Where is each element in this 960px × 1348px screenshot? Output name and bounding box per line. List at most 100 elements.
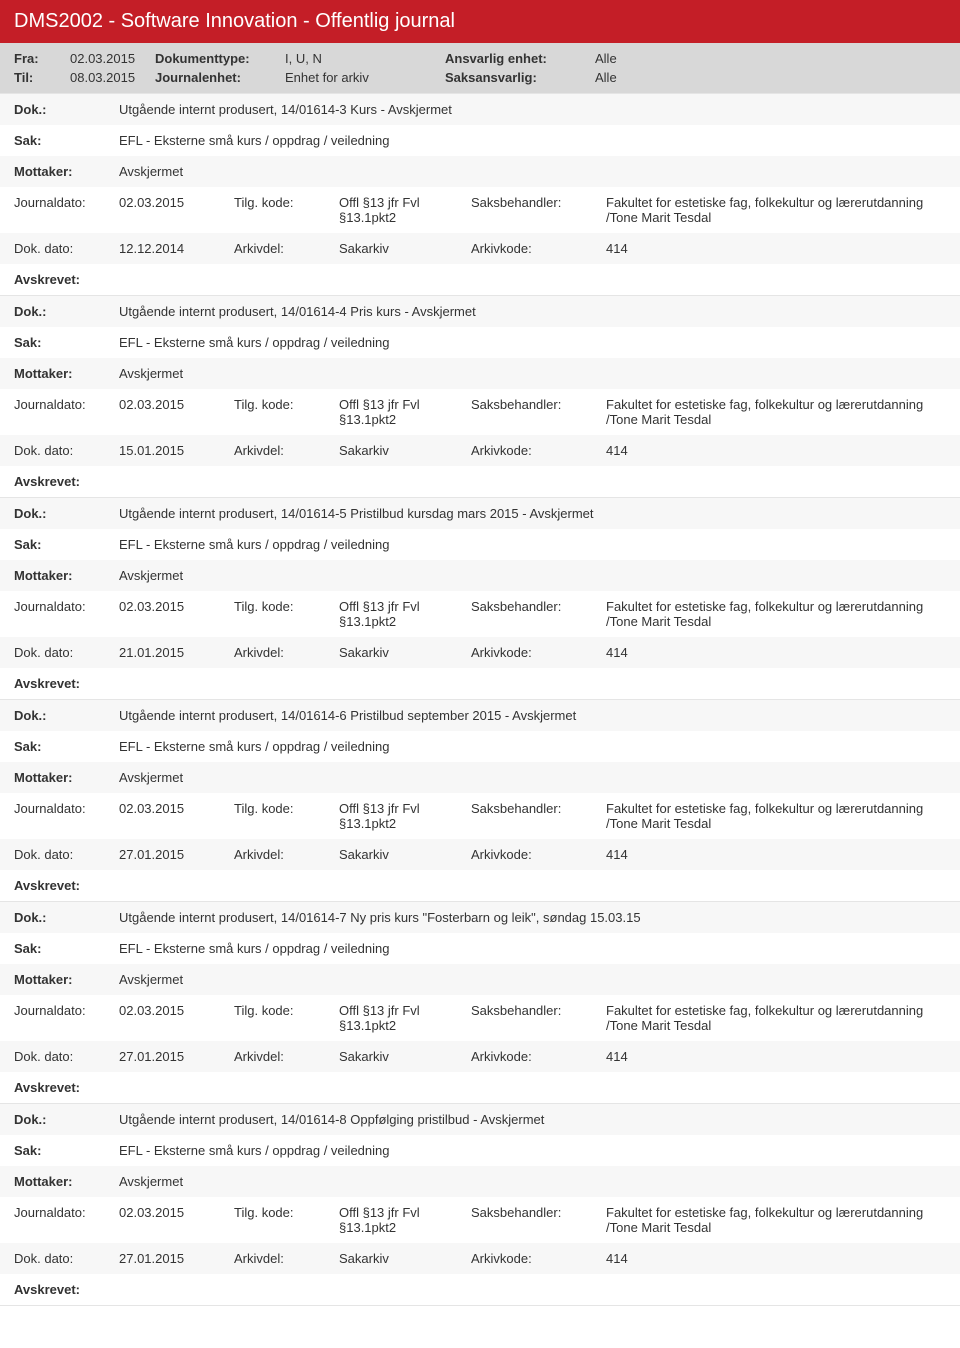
- saksbehandler-value: Fakultet for estetiske fag, folkekultur …: [606, 1003, 946, 1033]
- arkivkode-value: 414: [606, 1049, 946, 1064]
- arkivdel-value: Sakarkiv: [339, 847, 471, 862]
- journaldato-label: Journaldato:: [14, 599, 119, 614]
- dokdato-label: Dok. dato:: [14, 443, 119, 458]
- arkivkode-label: Arkivkode:: [471, 847, 606, 862]
- journaldato-value: 02.03.2015: [119, 801, 234, 816]
- journaldato-value: 02.03.2015: [119, 599, 234, 614]
- arkivdel-value: Sakarkiv: [339, 443, 471, 458]
- arkivdel-value: Sakarkiv: [339, 1251, 471, 1266]
- dokdato-label: Dok. dato:: [14, 1251, 119, 1266]
- arkivkode-label: Arkivkode:: [471, 443, 606, 458]
- journalenhet-label: Journalenhet:: [155, 70, 285, 85]
- dok-value: Utgående internt produsert, 14/01614-6 P…: [119, 708, 576, 723]
- mottaker-label: Mottaker:: [14, 366, 119, 381]
- journaldato-label: Journaldato:: [14, 1205, 119, 1220]
- saksbehandler-label: Saksbehandler:: [471, 599, 606, 614]
- saksbehandler-label: Saksbehandler:: [471, 801, 606, 816]
- tilgkode-label: Tilg. kode:: [234, 801, 339, 816]
- saksbehandler-label: Saksbehandler:: [471, 1003, 606, 1018]
- mottaker-label: Mottaker:: [14, 568, 119, 583]
- dokdato-value: 21.01.2015: [119, 645, 234, 660]
- sak-value: EFL - Eksterne små kurs / oppdrag / veil…: [119, 335, 389, 350]
- sak-value: EFL - Eksterne små kurs / oppdrag / veil…: [119, 133, 389, 148]
- avskrevet-label: Avskrevet:: [14, 676, 119, 691]
- dok-value: Utgående internt produsert, 14/01614-4 P…: [119, 304, 476, 319]
- mottaker-label: Mottaker:: [14, 770, 119, 785]
- saksbehandler-value: Fakultet for estetiske fag, folkekultur …: [606, 801, 946, 831]
- mottaker-label: Mottaker:: [14, 164, 119, 179]
- mottaker-label: Mottaker:: [14, 1174, 119, 1189]
- sak-label: Sak:: [14, 335, 119, 350]
- arkivdel-label: Arkivdel:: [234, 443, 339, 458]
- doktype-label: Dokumenttype:: [155, 51, 285, 66]
- journal-entry: Dok.: Utgående internt produsert, 14/016…: [0, 699, 960, 901]
- journaldato-label: Journaldato:: [14, 801, 119, 816]
- dokdato-value: 27.01.2015: [119, 1251, 234, 1266]
- dokdato-value: 27.01.2015: [119, 1049, 234, 1064]
- saksbehandler-value: Fakultet for estetiske fag, folkekultur …: [606, 195, 946, 225]
- til-label: Til:: [14, 70, 70, 85]
- saksbehandler-value: Fakultet for estetiske fag, folkekultur …: [606, 599, 946, 629]
- arkivkode-value: 414: [606, 241, 946, 256]
- dokdato-label: Dok. dato:: [14, 847, 119, 862]
- report-title: DMS2002 - Software Innovation - Offentli…: [0, 0, 960, 43]
- dok-value: Utgående internt produsert, 14/01614-3 K…: [119, 102, 452, 117]
- sak-label: Sak:: [14, 537, 119, 552]
- filter-panel: Fra: 02.03.2015 Dokumenttype: I, U, N An…: [0, 43, 960, 93]
- dok-label: Dok.:: [14, 102, 119, 117]
- sak-value: EFL - Eksterne små kurs / oppdrag / veil…: [119, 941, 389, 956]
- sak-value: EFL - Eksterne små kurs / oppdrag / veil…: [119, 739, 389, 754]
- dok-label: Dok.:: [14, 304, 119, 319]
- saksbehandler-label: Saksbehandler:: [471, 1205, 606, 1220]
- tilgkode-label: Tilg. kode:: [234, 599, 339, 614]
- tilgkode-value: Offl §13 jfr Fvl §13.1pkt2: [339, 1003, 471, 1033]
- journaldato-label: Journaldato:: [14, 1003, 119, 1018]
- dok-label: Dok.:: [14, 910, 119, 925]
- tilgkode-label: Tilg. kode:: [234, 195, 339, 210]
- dokdato-value: 12.12.2014: [119, 241, 234, 256]
- arkivkode-value: 414: [606, 443, 946, 458]
- journaldato-label: Journaldato:: [14, 195, 119, 210]
- journaldato-value: 02.03.2015: [119, 195, 234, 210]
- fra-value: 02.03.2015: [70, 51, 155, 66]
- saksansvarlig-label: Saksansvarlig:: [445, 70, 595, 85]
- mottaker-value: Avskjermet: [119, 164, 183, 179]
- dokdato-label: Dok. dato:: [14, 1049, 119, 1064]
- mottaker-value: Avskjermet: [119, 770, 183, 785]
- mottaker-value: Avskjermet: [119, 366, 183, 381]
- avskrevet-label: Avskrevet:: [14, 474, 119, 489]
- sak-label: Sak:: [14, 941, 119, 956]
- arkivkode-label: Arkivkode:: [471, 645, 606, 660]
- sak-label: Sak:: [14, 133, 119, 148]
- sak-value: EFL - Eksterne små kurs / oppdrag / veil…: [119, 537, 389, 552]
- journaldato-label: Journaldato:: [14, 397, 119, 412]
- fra-label: Fra:: [14, 51, 70, 66]
- avskrevet-label: Avskrevet:: [14, 878, 119, 893]
- dok-value: Utgående internt produsert, 14/01614-7 N…: [119, 910, 641, 925]
- saksbehandler-label: Saksbehandler:: [471, 195, 606, 210]
- mottaker-value: Avskjermet: [119, 568, 183, 583]
- dokdato-label: Dok. dato:: [14, 241, 119, 256]
- til-value: 08.03.2015: [70, 70, 155, 85]
- journal-entry: Dok.: Utgående internt produsert, 14/016…: [0, 497, 960, 699]
- tilgkode-value: Offl §13 jfr Fvl §13.1pkt2: [339, 195, 471, 225]
- arkivkode-value: 414: [606, 645, 946, 660]
- ansvarlig-value: Alle: [595, 51, 617, 66]
- arkivdel-label: Arkivdel:: [234, 847, 339, 862]
- saksbehandler-value: Fakultet for estetiske fag, folkekultur …: [606, 1205, 946, 1235]
- sak-label: Sak:: [14, 739, 119, 754]
- tilgkode-label: Tilg. kode:: [234, 1205, 339, 1220]
- arkivkode-label: Arkivkode:: [471, 241, 606, 256]
- arkivkode-value: 414: [606, 847, 946, 862]
- doktype-value: I, U, N: [285, 51, 445, 66]
- journalenhet-value: Enhet for arkiv: [285, 70, 445, 85]
- arkivdel-label: Arkivdel:: [234, 1049, 339, 1064]
- arkivdel-label: Arkivdel:: [234, 1251, 339, 1266]
- arkivdel-label: Arkivdel:: [234, 241, 339, 256]
- ansvarlig-label: Ansvarlig enhet:: [445, 51, 595, 66]
- sak-label: Sak:: [14, 1143, 119, 1158]
- tilgkode-value: Offl §13 jfr Fvl §13.1pkt2: [339, 801, 471, 831]
- dok-value: Utgående internt produsert, 14/01614-8 O…: [119, 1112, 544, 1127]
- mottaker-label: Mottaker:: [14, 972, 119, 987]
- journal-entry: Dok.: Utgående internt produsert, 14/016…: [0, 901, 960, 1103]
